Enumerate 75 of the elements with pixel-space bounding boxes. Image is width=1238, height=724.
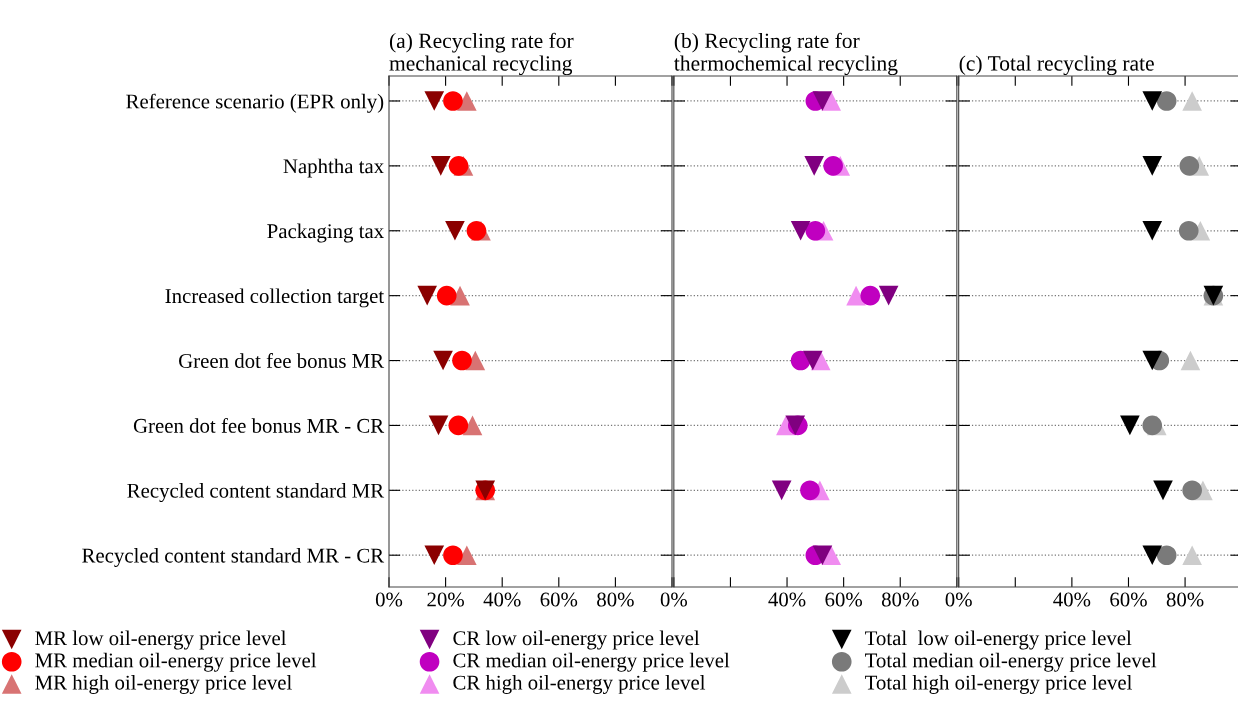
point [812,545,833,566]
legend-label: CR median oil-energy price level [453,652,730,672]
chart-title: (a) Recycling rate for mechanical recycling [389,32,574,76]
x-tick-label: 40% [768,592,806,607]
legend-label: CR high oil-energy price level [453,674,706,694]
y-tick-label: Green dot fee bonus MR [179,353,385,368]
point [823,156,843,176]
point [443,91,463,111]
point [860,285,881,306]
chart-title: (b) Recycling rate for thermochemical recycling [674,32,898,76]
point [812,91,833,111]
x-tick-label: 0% [660,592,688,607]
point [436,285,457,306]
point [771,480,792,501]
legend-label: MR high oil-energy price level [35,674,292,694]
x-tick-label: 80% [1166,592,1204,607]
point [1180,350,1201,371]
point [457,91,477,111]
point [804,156,825,176]
legend-label: CR low oil-energy price level [453,630,700,650]
y-tick-label: Increased collection target [165,288,385,308]
point [448,415,469,436]
point [790,220,811,241]
x-tick-label: 80% [597,592,634,607]
x-tick-label: 60% [1110,592,1147,607]
point [802,350,823,371]
point [417,285,438,306]
point [466,220,487,241]
point [1142,220,1163,241]
point [1178,220,1199,241]
point [1156,545,1177,566]
y-tick-label: Reference scenario (EPR only) [126,93,384,113]
x-tick-label: 40% [1053,592,1091,607]
point [443,545,463,566]
point [433,350,453,371]
x-tick-label: 0% [945,592,972,607]
point [1142,350,1163,371]
point [1142,156,1163,176]
legend-label: Total high oil-energy price level [865,674,1132,694]
point [878,285,899,306]
point [445,220,465,241]
point [1182,91,1202,111]
point [1156,91,1177,111]
chart-title: (c) Total recycling rate [959,55,1154,76]
x-tick-label: 40% [483,592,521,607]
y-tick-label: Green dot fee bonus MR - CR [133,417,385,433]
point [805,220,826,241]
point [457,545,477,566]
point [800,480,820,501]
point [428,415,449,436]
point [424,91,445,111]
point [1142,91,1163,111]
point [1120,415,1140,436]
x-tick-label: 60% [540,592,578,607]
legend-label: MR low oil-energy price level [35,630,287,650]
legend-label: Total median oil-energy price level [865,652,1157,672]
point [448,156,469,176]
legend-label: Total low oil-energy price level [865,630,1132,650]
point [1179,156,1200,176]
y-tick-label: Naphtha tax [283,158,384,178]
point [1153,480,1173,501]
x-tick-label: 0% [375,592,403,607]
y-tick-label: Recycled content standard MR - CR [82,547,385,567]
x-tick-label: 20% [427,592,464,607]
y-tick-label: Recycled content standard MR [127,483,385,503]
legend-label: MR median oil-energy price level [35,652,317,672]
x-tick-label: 60% [825,592,863,607]
point [424,545,445,566]
point [452,350,472,371]
point [1182,545,1202,566]
x-tick-label: 80% [881,592,919,607]
point [1142,545,1163,566]
y-tick-label: Packaging tax [267,223,384,243]
point [430,156,451,176]
point [1182,480,1202,501]
